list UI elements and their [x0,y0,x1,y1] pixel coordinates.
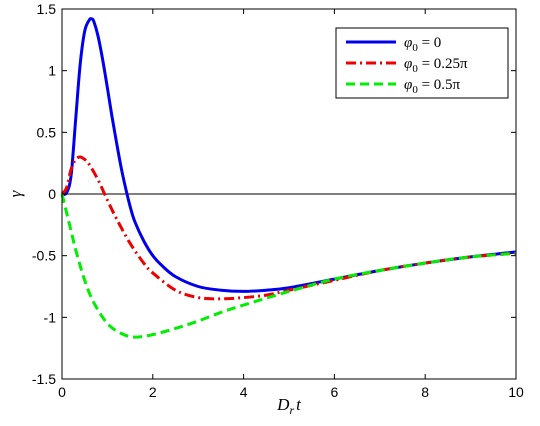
legend: φ0 = 0 φ0 = 0.25π φ0 = 0.5π [335,27,509,99]
chart-ticks: 0 2 4 6 8 10 -1.5 -1 -0.5 0 0.5 1 1.5 [32,1,524,400]
x-tick-label: 4 [240,384,248,400]
x-tick-label: 10 [508,384,524,400]
y-tick-label: -1 [44,309,57,325]
x-tick-label: 0 [58,384,66,400]
y-tick-label: -1.5 [32,371,56,387]
y-tick-label: 1 [48,63,56,79]
y-axis-label: γ [6,189,25,197]
series-line-2 [60,155,517,301]
legend-label: φ0 = 0.25π [404,56,468,75]
legend-box [335,27,509,99]
y-tick-label: -0.5 [32,248,56,264]
chart-marks [60,17,517,339]
y-tick-label: 1.5 [37,1,57,17]
y-tick-label: 0.5 [37,124,57,140]
x-axis-label: Dr t [276,395,302,417]
series-line-1 [61,17,517,293]
x-tick-label: 8 [421,384,429,400]
legend-label: φ0 = 0 [404,35,441,54]
series-line-3 [60,193,517,339]
x-tick-label: 6 [331,384,339,400]
plot-frame [61,8,517,380]
y-tick-label: 0 [48,186,56,202]
legend-label: φ0 = 0.5π [404,77,461,96]
x-tick-label: 2 [149,384,157,400]
